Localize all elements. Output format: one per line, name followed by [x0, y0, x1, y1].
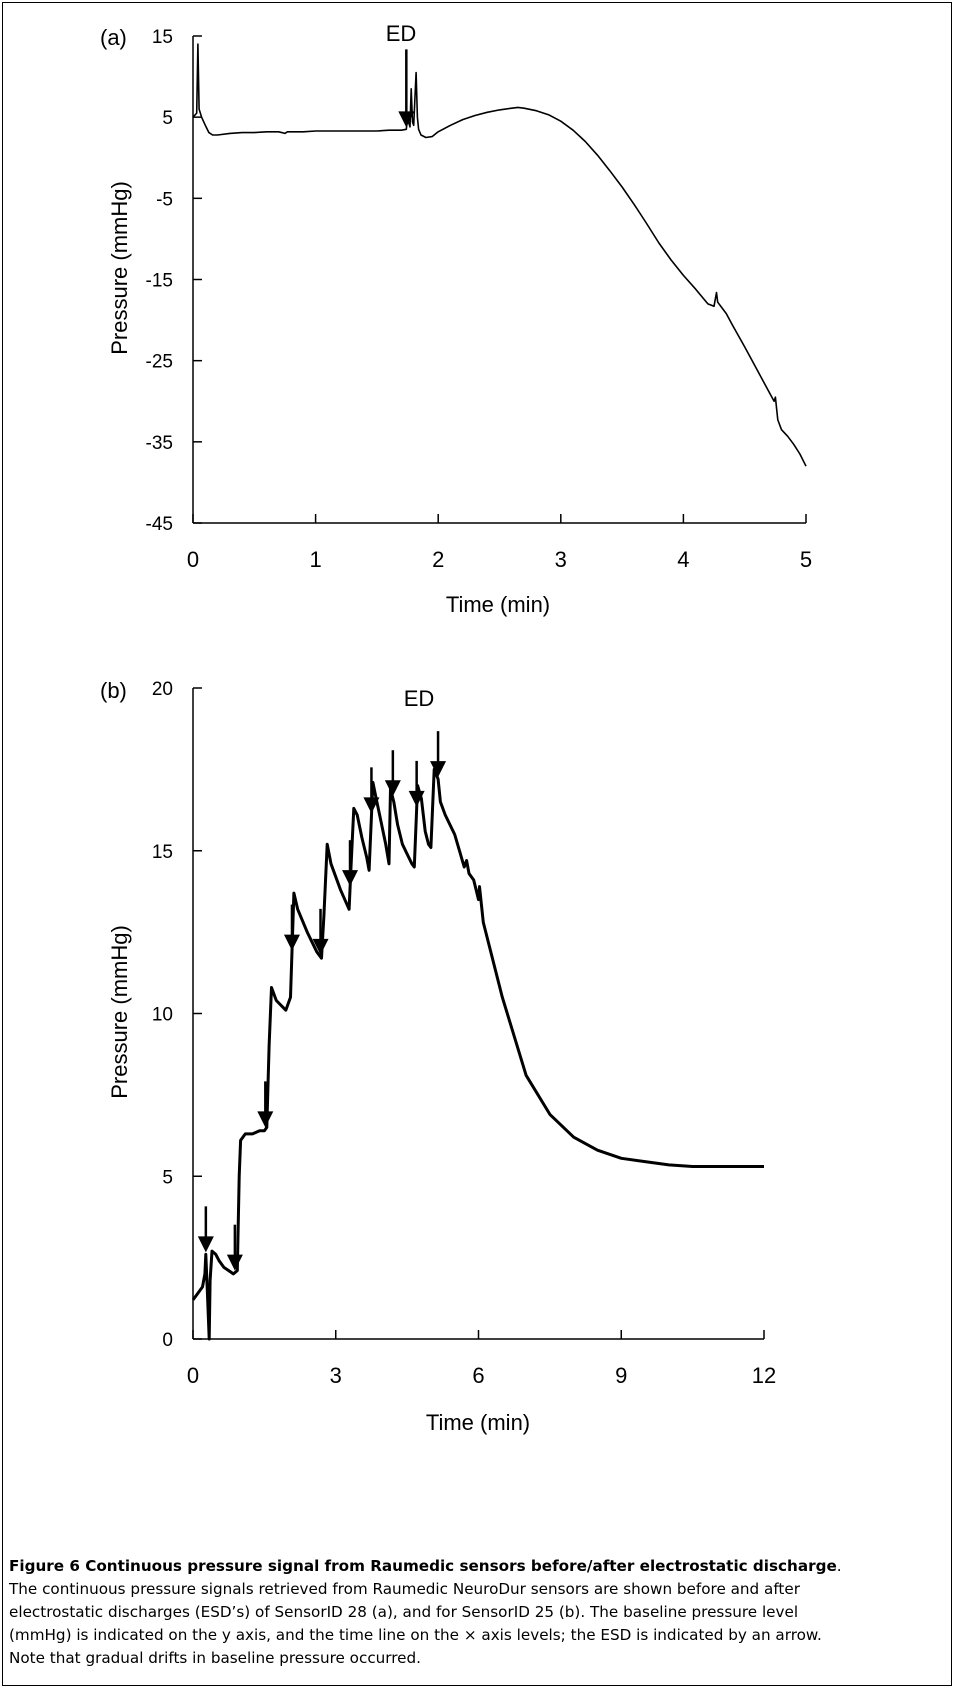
y-tick-label: 10: [152, 1005, 173, 1026]
figure-caption: Figure 6 Continuous pressure signal from…: [9, 1555, 951, 1670]
panel-b-label: (b): [100, 678, 127, 703]
panel-b: (b) Pressure (mmHg) Time (min) 05101520 …: [100, 678, 776, 1435]
y-tick-label: -25: [146, 352, 173, 373]
panel-a-y-ticks: 15 5 -5 -15 -25 -35 -45: [146, 27, 202, 535]
x-tick-label: 0: [187, 547, 199, 572]
ed-arrow-head: [257, 1111, 274, 1128]
panel-b-ylabel: Pressure (mmHg): [107, 925, 132, 1099]
panel-a-xlabel: Time (min): [446, 592, 550, 617]
panel-b-arrows: [197, 731, 447, 1271]
caption-title-end: .: [836, 1557, 842, 1575]
ed-arrow-head: [363, 797, 380, 814]
panel-a: (a) Pressure (mmHg) Time (min) 155-5-15-…: [100, 21, 812, 617]
ed-arrow-head: [312, 938, 329, 955]
caption-title-line: Figure 6 Continuous pressure signal from…: [9, 1555, 951, 1578]
y-tick-label: 15: [152, 842, 173, 863]
y-tick-label: 0: [162, 1330, 173, 1351]
caption-line: The continuous pressure signals retrieve…: [9, 1580, 800, 1598]
y-tick-label: 5: [162, 1167, 173, 1188]
ed-arrow-head: [342, 870, 359, 887]
panel-a-x-ticks: 0 1 2 3 4 5: [187, 514, 812, 572]
panel-a-label: (a): [100, 25, 127, 50]
panel-b-annotation: ED: [404, 686, 435, 711]
y-tick-label: -15: [146, 271, 173, 292]
x-tick-label: 12: [752, 1363, 776, 1388]
y-tick-label: -45: [146, 514, 173, 535]
x-tick-label: 9: [615, 1363, 627, 1388]
panel-b-series-line: [191, 767, 764, 1341]
ed-arrow-head: [197, 1236, 214, 1253]
caption-line: Note that gradual drifts in baseline pre…: [9, 1649, 421, 1667]
x-tick-label: 2: [432, 547, 444, 572]
y-tick-label: 20: [152, 679, 173, 700]
x-tick-label: 6: [472, 1363, 484, 1388]
ed-arrow-head: [283, 934, 300, 951]
caption-title: Figure 6 Continuous pressure signal from…: [9, 1557, 837, 1575]
ed-arrow-head: [430, 761, 447, 778]
y-tick-label: 15: [152, 27, 173, 48]
y-tick-label: 5: [162, 108, 173, 129]
panel-b-xlabel: Time (min): [426, 1410, 530, 1435]
panel-a-ylabel: Pressure (mmHg): [107, 181, 132, 355]
panel-b-x-ticks: 0 3 6 9 12: [187, 1330, 776, 1388]
ed-arrow-head: [408, 790, 425, 807]
panel-a-annotation: ED: [386, 21, 417, 46]
x-tick-label: 4: [677, 547, 689, 572]
caption-line: electrostatic discharges (ESD’s) of Sens…: [9, 1603, 799, 1621]
x-tick-label: 3: [555, 547, 567, 572]
caption-line: (mmHg) is indicated on the y axis, and t…: [9, 1626, 822, 1644]
figure-charts: (a) Pressure (mmHg) Time (min) 155-5-15-…: [100, 21, 812, 1435]
x-tick-label: 0: [187, 1363, 199, 1388]
panel-a-arrows: [398, 49, 415, 128]
ed-arrow-head: [226, 1254, 243, 1271]
ed-arrow-head: [398, 111, 415, 128]
panel-b-y-ticks: 0 5 10 15 20: [152, 679, 202, 1351]
x-tick-label: 5: [800, 547, 812, 572]
x-tick-label: 1: [309, 547, 321, 572]
panel-a-series-line: [192, 43, 807, 467]
x-tick-label: 3: [330, 1363, 342, 1388]
ed-arrow-head: [384, 780, 401, 797]
y-tick-label: -5: [156, 189, 173, 210]
y-tick-label: -35: [146, 433, 173, 454]
